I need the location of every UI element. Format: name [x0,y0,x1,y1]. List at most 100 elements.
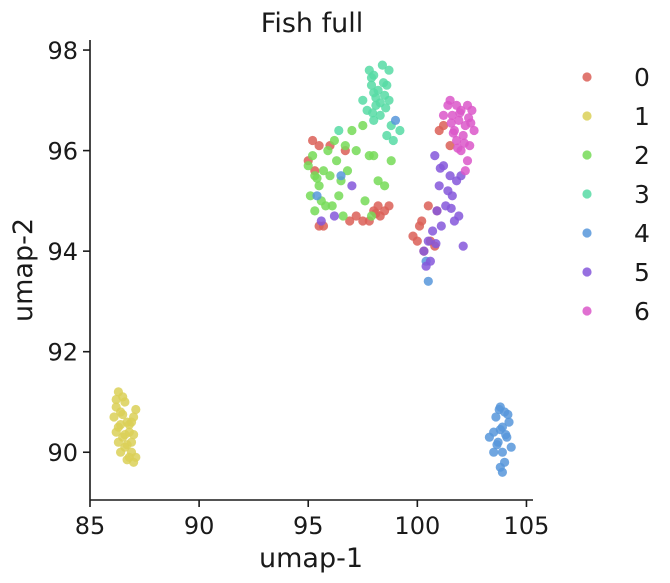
data-point-series-2 [305,191,315,201]
data-point-series-5 [434,181,444,191]
data-point-series-4 [503,409,513,420]
data-point-series-1 [126,447,137,457]
data-point-series-1 [122,455,132,465]
x-tick-label: 85 [75,512,106,540]
data-point-series-1 [129,430,139,440]
data-point-series-6 [448,128,458,138]
y-tick-label: 98 [47,37,78,65]
data-point-series-2 [340,141,350,151]
data-point-series-0 [314,141,324,151]
data-point-series-6 [453,143,463,153]
data-point-series-1 [131,404,141,415]
data-point-series-6 [469,125,479,136]
data-point-series-5 [347,181,357,191]
data-point-series-0 [345,216,355,226]
x-tick-label: 90 [184,512,215,540]
data-point-series-3 [334,125,344,136]
legend-label-5: 5 [634,258,650,287]
data-point-series-5 [431,239,441,249]
legend-label-1: 1 [634,102,650,131]
x-tick-label: 100 [394,512,440,540]
data-point-series-3 [375,110,385,120]
data-point-series-2 [323,146,333,156]
y-tick-label: 90 [47,439,78,467]
legend-marker-0 [582,72,592,82]
data-point-series-4 [491,412,501,422]
data-point-series-5 [316,216,326,226]
y-tick-label: 94 [47,238,78,266]
legend-label-6: 6 [634,297,650,326]
data-point-series-1 [109,412,119,422]
data-point-series-5 [428,226,438,236]
data-point-series-2 [332,156,342,166]
data-point-series-2 [310,206,320,216]
data-point-series-2 [366,211,377,221]
data-point-series-3 [366,80,377,90]
data-point-series-5 [435,163,445,173]
data-point-series-5 [432,206,442,216]
data-point-series-5 [329,211,339,221]
legend-marker-1 [582,111,592,121]
data-point-series-0 [445,141,455,151]
data-point-series-2 [360,196,370,206]
data-point-series-2 [386,156,396,166]
data-point-series-6 [462,156,473,166]
data-point-series-1 [116,420,126,430]
data-point-series-3 [384,95,394,105]
data-point-series-3 [368,108,378,118]
data-point-series-5 [454,211,464,221]
data-point-series-5 [423,236,433,246]
legend-marker-5 [582,267,592,277]
data-point-series-1 [113,437,123,447]
data-point-series-6 [447,110,457,120]
data-point-series-2 [342,166,353,176]
data-point-series-2 [373,176,383,186]
data-point-series-1 [120,430,130,440]
data-point-series-4 [489,447,499,457]
data-point-series-3 [381,103,391,113]
data-point-series-0 [308,135,318,146]
data-point-series-3 [377,60,387,70]
data-point-series-0 [438,120,449,131]
data-point-series-4 [497,467,507,477]
data-point-series-3 [358,95,368,105]
data-point-series-5 [446,203,456,213]
data-point-series-1 [124,420,134,430]
data-point-series-2 [325,171,335,181]
data-point-series-5 [445,171,455,181]
data-point-series-4 [506,442,516,452]
data-point-series-2 [308,151,318,161]
x-axis-title: umap-1 [259,543,363,574]
data-point-series-4 [492,440,502,450]
data-point-series-2 [351,146,361,156]
legend-marker-3 [582,189,592,199]
data-point-series-0 [384,201,394,211]
data-point-series-6 [452,135,462,146]
y-tick-label: 92 [47,339,78,367]
data-point-series-5 [419,246,429,256]
data-point-series-2 [321,201,331,211]
data-point-series-6 [454,115,464,125]
data-point-series-0 [414,221,425,231]
chart-title: Fish full [261,8,363,39]
data-point-series-2 [347,125,357,136]
data-point-series-2 [312,173,322,183]
data-point-series-0 [358,216,368,226]
data-point-series-3 [388,135,398,146]
data-point-series-0 [373,201,383,211]
data-point-series-3 [382,130,392,141]
data-point-series-2 [380,181,390,191]
data-point-series-6 [459,138,469,148]
data-point-series-2 [314,181,324,191]
data-point-series-5 [443,186,453,196]
data-point-series-6 [446,118,456,128]
data-point-series-1 [122,440,132,450]
data-point-series-5 [458,241,468,251]
x-tick-label: 105 [504,512,550,540]
data-point-series-2 [358,120,368,131]
x-tick-label: 95 [293,512,324,540]
data-point-series-4 [336,171,346,181]
data-point-series-6 [458,130,468,141]
data-point-series-4 [494,404,504,415]
